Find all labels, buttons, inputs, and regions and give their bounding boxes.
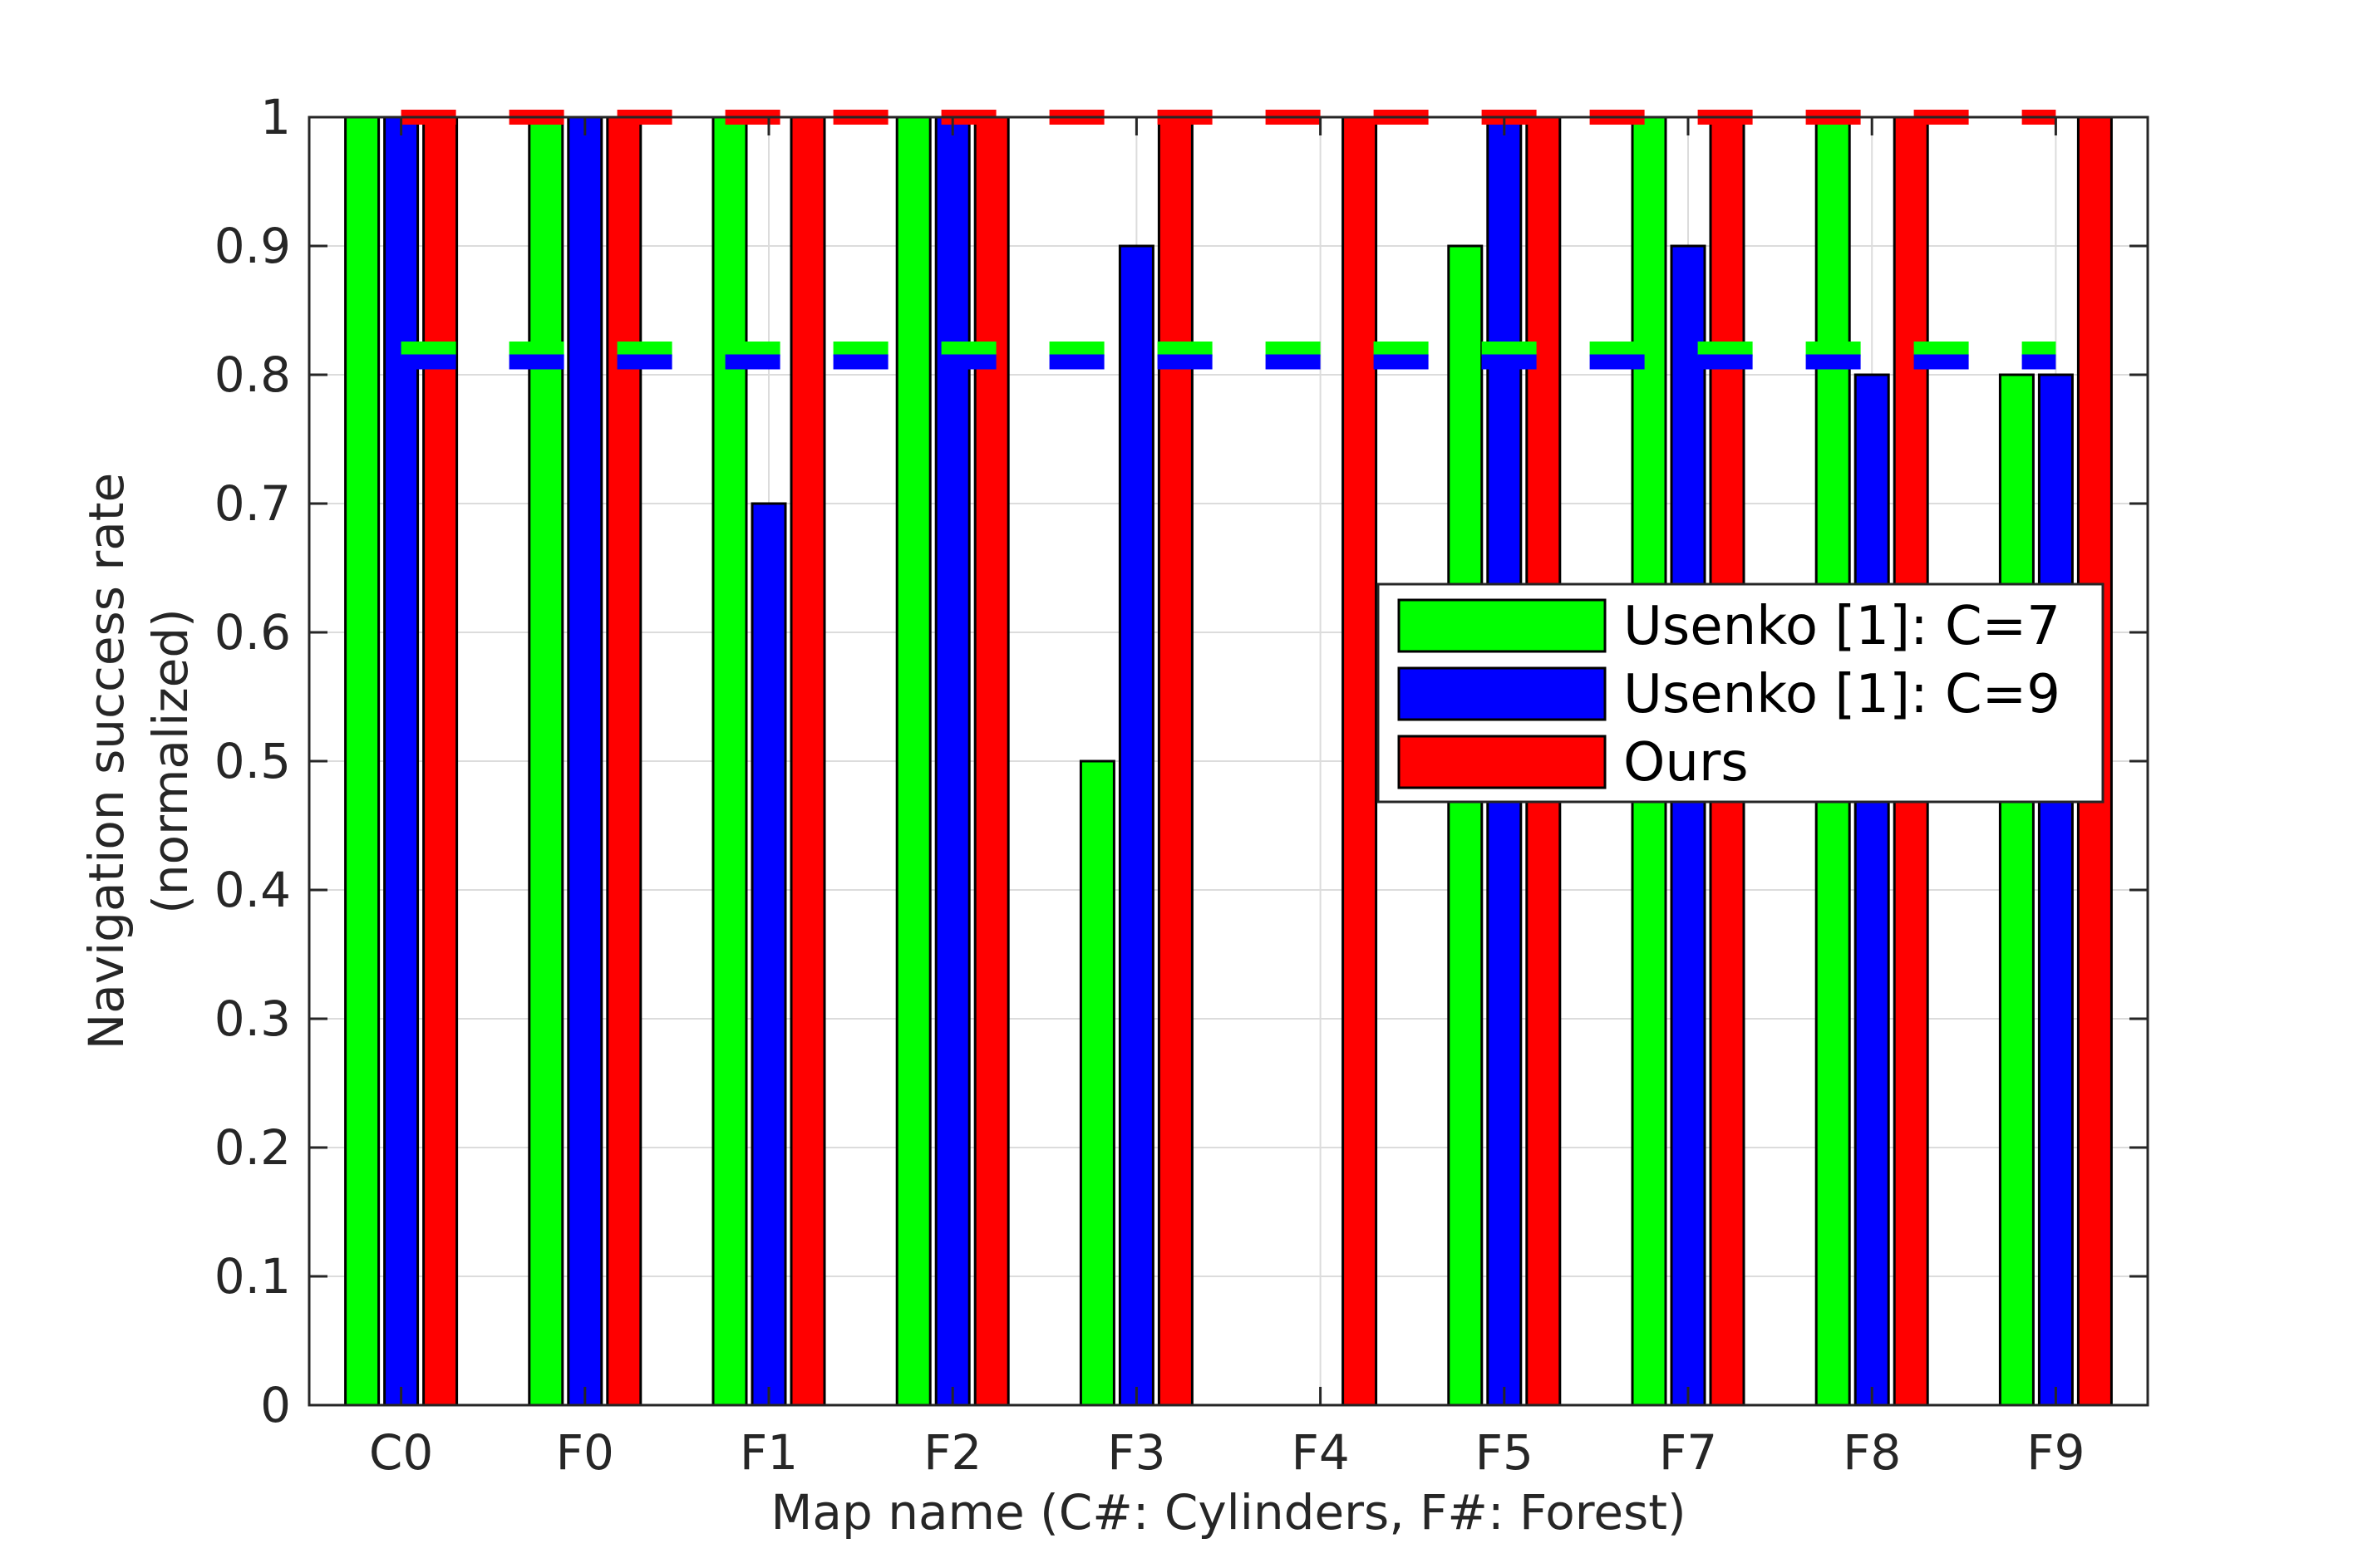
y-axis-title-line-1: Navigation success rate: [78, 473, 135, 1049]
y-tick-label: 1: [260, 89, 291, 145]
y-tick-label: 0.8: [214, 347, 291, 403]
bars: [344, 116, 2113, 1407]
bar-ours-f1: [790, 116, 826, 1407]
y-tick-label: 0.5: [214, 733, 291, 789]
axis-ticks: 0 0.1 0.2 0.3 0.4 0.5 0.6 0.7 0.8 0.9 1 C0 F0 F1 F2 F3 F…: [214, 89, 2148, 1481]
legend-label-ours: Ours: [1623, 732, 1749, 794]
bar-usenko-1-c-7-f0: [528, 116, 564, 1407]
bar-usenko-1-c-9-f7: [1670, 244, 1706, 1407]
bar-usenko-1-c-9-f1: [751, 502, 787, 1407]
bar-usenko-1-c-9-f0: [567, 116, 603, 1407]
y-axis-title-line-2: (normalized): [142, 608, 199, 914]
x-tick-label: F4: [1291, 1424, 1349, 1481]
x-axis-title: Map name (C#: Cylinders, F#: Forest): [770, 1484, 1686, 1541]
bar-usenko-1-c-7-c0: [344, 116, 381, 1407]
x-tick-label: F2: [923, 1424, 982, 1481]
bar-ours-f0: [606, 116, 642, 1407]
x-tick-label: F9: [2026, 1424, 2085, 1481]
y-tick-label: 0: [260, 1377, 291, 1433]
x-tick-label: F5: [1475, 1424, 1533, 1481]
bar-usenko-1-c-9-f9: [2037, 373, 2074, 1407]
bar-ours-f2: [973, 116, 1010, 1407]
legend-swatch-usenko-c9: [1397, 666, 1607, 721]
y-tick-label: 0.2: [214, 1119, 291, 1176]
y-tick-label: 0.3: [214, 990, 291, 1047]
bar-usenko-1-c-9-f8: [1853, 373, 1890, 1407]
bar-usenko-1-c-7-f1: [711, 116, 748, 1407]
x-tick-label: C0: [369, 1424, 433, 1481]
bar-usenko-1-c-7-f5: [1447, 244, 1484, 1407]
y-tick-label: 0.1: [214, 1248, 291, 1305]
bar-usenko-1-c-9-f2: [934, 116, 971, 1407]
bar-usenko-1-c-7-f9: [1998, 373, 2035, 1407]
bar-usenko-1-c-7-f3: [1079, 759, 1115, 1407]
x-tick-label: F8: [1843, 1424, 1901, 1481]
y-tick-label: 0.9: [214, 218, 291, 274]
y-tick-label: 0.7: [214, 475, 291, 532]
y-axis-title: Navigation success rate (normalized): [78, 473, 199, 1049]
x-tick-label: F3: [1107, 1424, 1165, 1481]
bar-usenko-1-c-7-f2: [895, 116, 932, 1407]
x-tick-label: F0: [556, 1424, 614, 1481]
bar-usenko-1-c-9-f3: [1118, 244, 1154, 1407]
bar-usenko-1-c-9-c0: [383, 116, 420, 1407]
y-tick-label: 0.6: [214, 604, 291, 661]
legend: Usenko [1]: C=7 Usenko [1]: C=9 Ours: [1376, 582, 2104, 804]
x-tick-label: F7: [1659, 1424, 1717, 1481]
bar-ours-f3: [1157, 116, 1194, 1407]
legend-swatch-ours: [1397, 735, 1607, 789]
bar-ours-f4: [1341, 116, 1378, 1407]
legend-label-usenko-c9: Usenko [1]: C=9: [1623, 664, 2060, 725]
x-tick-label: F1: [740, 1424, 798, 1481]
y-tick-label: 0.4: [214, 862, 291, 918]
bar-ours-c0: [422, 116, 459, 1407]
legend-swatch-usenko-c7: [1397, 598, 1607, 653]
legend-label-usenko-c7: Usenko [1]: C=7: [1623, 596, 2060, 657]
